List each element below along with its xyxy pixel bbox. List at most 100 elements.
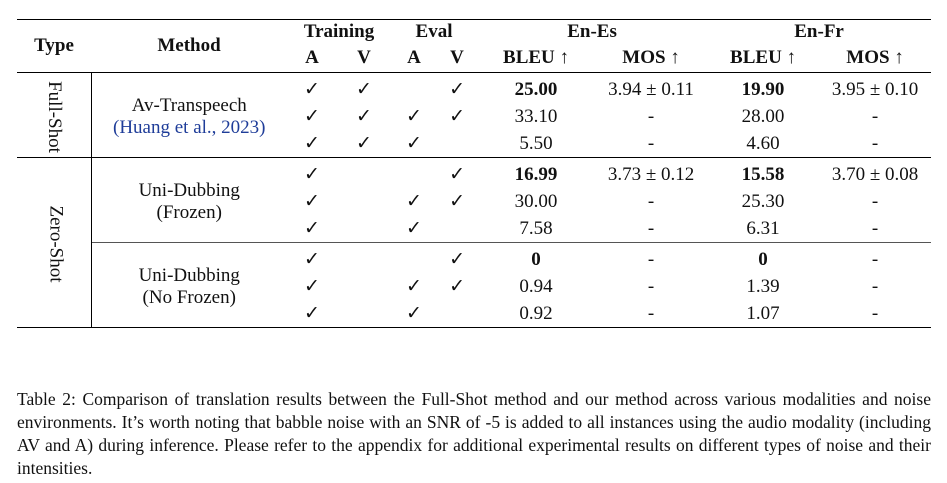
table-row: ✓ ✓ 0.92 - 1.07 -: [17, 300, 932, 328]
header-row-2: A V A V BLEU ↑ MOS ↑ BLEU ↑ MOS ↑: [17, 44, 931, 73]
cell-es-mos: -: [595, 300, 708, 328]
cell-fr-bleu: 15.58: [707, 157, 820, 188]
cell-train-a: ✓: [304, 133, 320, 154]
cell-eval-a: ✓: [406, 276, 422, 297]
citation-link[interactable]: (Huang et al., 2023): [113, 116, 266, 138]
cell-train-v: [337, 188, 391, 215]
cell-eval-a: [391, 242, 438, 273]
cell-eval-a: ✓: [391, 300, 438, 328]
table-row: Uni-Dubbing (No Frozen) ✓ ✓ 0 - 0 -: [17, 242, 932, 328]
header-type: Type: [17, 19, 91, 73]
header-es-bleu: BLEU ↑: [503, 47, 570, 68]
cell-es-bleu: 25.00: [477, 72, 596, 103]
cell-train-a: ✓: [287, 300, 337, 328]
cell-es-mos: -: [647, 217, 655, 239]
table-row: Full-Shot Av-Transpeech (Huang et al., 2…: [17, 72, 932, 158]
header-fr-mos: MOS ↑: [846, 47, 904, 68]
cell-es-bleu: 0.92: [477, 300, 596, 328]
cell-eval-v: ✓: [449, 276, 465, 297]
cell-train-a: ✓: [287, 242, 337, 273]
cell-fr-mos: -: [871, 275, 879, 297]
cell-es-mos: -: [647, 190, 655, 212]
header-en-es: En-Es: [477, 19, 708, 44]
method-name: Av-Transpeech: [131, 94, 247, 116]
group-label-full-shot: Full-Shot: [17, 72, 92, 158]
cell-eval-v: [437, 300, 478, 328]
table-row: ✓ ✓ 7.58 - 6.31 -: [17, 215, 931, 243]
cell-train-v: [337, 157, 392, 188]
header-training-a: A: [305, 47, 319, 68]
cell-eval-a: ✓: [406, 218, 422, 239]
cell-eval-v: [437, 215, 477, 243]
header-en-fr: En-Fr: [707, 19, 932, 44]
cell-fr-bleu: 19.90: [707, 72, 820, 103]
cell-eval-a: ✓: [406, 191, 422, 212]
cell-eval-a: [391, 72, 438, 103]
results-table-container: Type Method Training Eval En-Es En-Fr A …: [17, 19, 932, 328]
method-name: Uni-Dubbing: [138, 264, 240, 286]
header-row-1: Type Method Training Eval En-Es En-Fr: [17, 19, 932, 73]
results-table: Type Method Training Eval En-Es En-Fr A …: [17, 19, 932, 328]
cell-eval-v: ✓: [449, 106, 465, 127]
cell-es-mos: 3.73 ± 0.12: [595, 157, 708, 188]
cell-train-v: [337, 242, 392, 273]
cell-fr-bleu: 1.39: [746, 275, 780, 297]
table-row: ✓ ✓ ✓ ✓ 33.10 - 28.00 -: [17, 103, 931, 130]
method-av-transpeech: Av-Transpeech (Huang et al., 2023): [91, 72, 287, 158]
cell-es-mos: -: [647, 275, 655, 297]
table-row: ✓ ✓ ✓ 5.50 - 4.60 -: [17, 130, 931, 158]
header-eval: Eval: [391, 19, 478, 44]
cell-es-bleu: 16.99: [477, 157, 596, 188]
cell-eval-v: ✓: [449, 191, 465, 212]
cell-es-mos: 3.94 ± 0.11: [595, 72, 708, 103]
cell-eval-v: ✓: [437, 72, 478, 103]
group-full-shot-text: Full-Shot: [43, 80, 65, 153]
group-zero-shot-text: Zero-Shot: [45, 205, 67, 283]
cell-es-bleu: 7.58: [519, 217, 553, 239]
cell-train-v: [337, 300, 392, 328]
cell-fr-mos: -: [871, 190, 879, 212]
cell-fr-mos: -: [871, 105, 879, 127]
cell-es-bleu: 5.50: [519, 132, 553, 154]
cell-train-v: ✓: [337, 72, 392, 103]
cell-es-bleu: 30.00: [514, 190, 558, 212]
cell-fr-mos: 3.95 ± 0.10: [819, 72, 932, 103]
method-uni-dubbing-frozen: Uni-Dubbing (Frozen): [91, 157, 287, 243]
header-training: Training: [287, 19, 392, 44]
cell-train-a: ✓: [287, 72, 337, 103]
group-label-zero-shot: Zero-Shot: [17, 157, 92, 328]
header-eval-a: A: [407, 47, 421, 68]
method-uni-dubbing-no-frozen: Uni-Dubbing (No Frozen): [91, 242, 287, 328]
cell-eval-a: ✓: [406, 133, 422, 154]
cell-fr-mos: -: [819, 242, 932, 273]
table-caption: Table 2: Comparison of translation resul…: [17, 389, 931, 478]
cell-train-a: ✓: [304, 191, 320, 212]
cell-eval-v: ✓: [437, 242, 478, 273]
cell-fr-bleu: 1.07: [707, 300, 820, 328]
cell-train-a: ✓: [287, 157, 337, 188]
cell-eval-a: [391, 157, 438, 188]
cell-fr-mos: -: [871, 132, 879, 154]
cell-fr-bleu: 25.30: [741, 190, 785, 212]
cell-es-mos: -: [647, 132, 655, 154]
method-name: Uni-Dubbing: [138, 179, 240, 201]
cell-train-v: [337, 273, 391, 300]
method-variant: (No Frozen): [142, 286, 236, 308]
cell-train-a: ✓: [304, 276, 320, 297]
header-training-v: V: [357, 47, 371, 68]
header-es-mos: MOS ↑: [622, 47, 680, 68]
cell-fr-mos: 3.70 ± 0.08: [819, 157, 932, 188]
cell-fr-bleu: 0: [707, 242, 820, 273]
header-method: Method: [91, 19, 287, 73]
cell-es-bleu: 0: [477, 242, 596, 273]
cell-eval-v: [437, 130, 477, 158]
table-row: ✓ ✓ ✓ 30.00 - 25.30 -: [17, 188, 931, 215]
cell-es-mos: -: [647, 105, 655, 127]
header-eval-v: V: [450, 47, 464, 68]
cell-train-v: [337, 215, 391, 243]
cell-train-v: ✓: [356, 133, 372, 154]
cell-es-bleu: 0.94: [519, 275, 553, 297]
cell-eval-a: ✓: [406, 106, 422, 127]
cell-eval-v: ✓: [437, 157, 478, 188]
cell-fr-bleu: 28.00: [741, 105, 785, 127]
